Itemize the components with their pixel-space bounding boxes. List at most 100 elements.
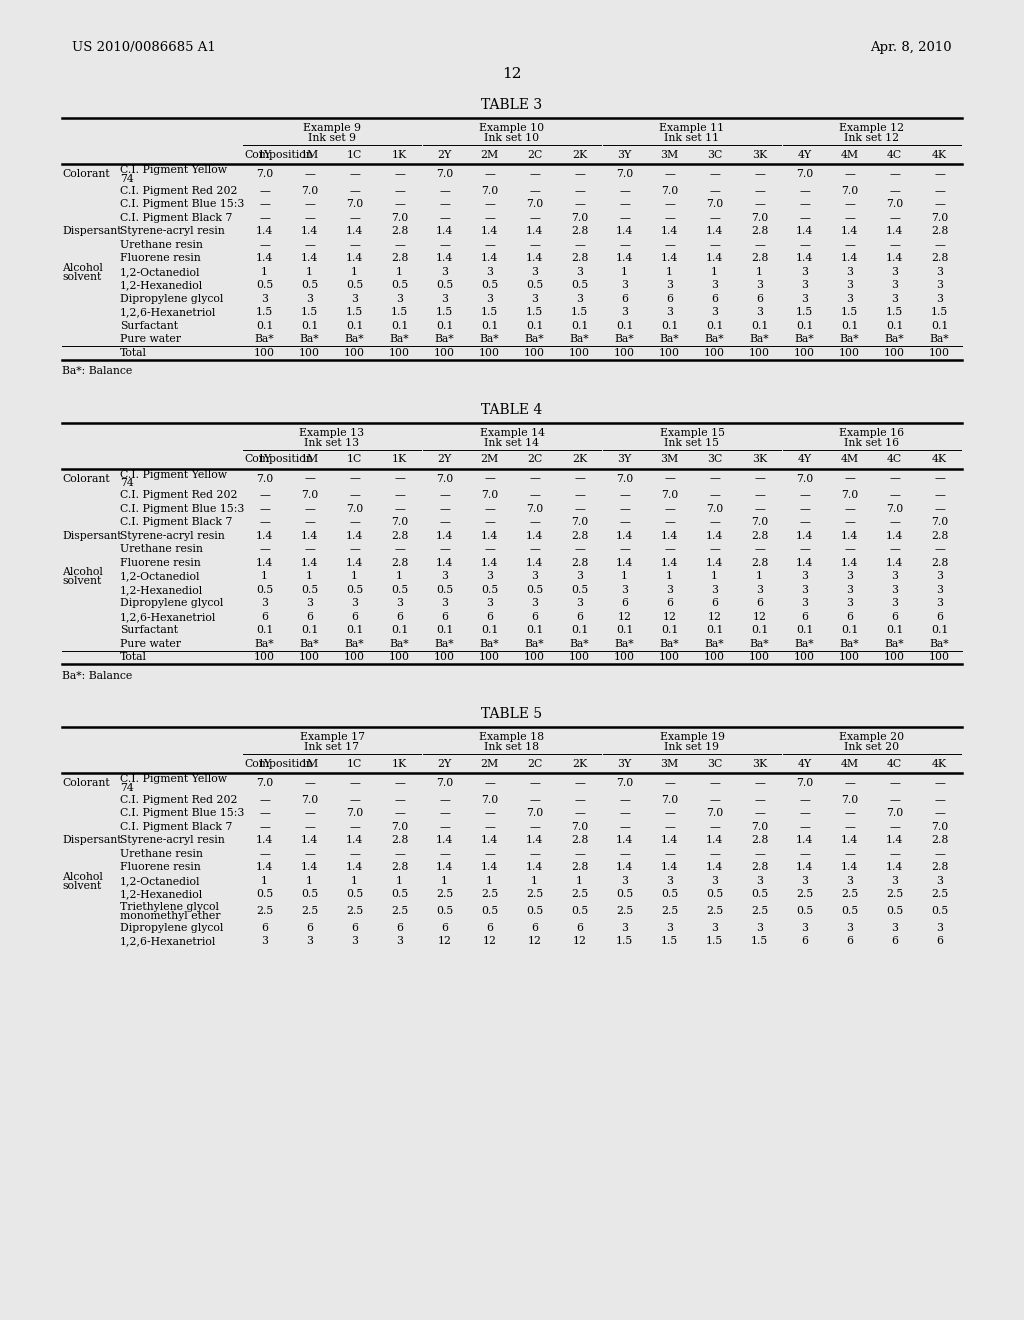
Text: 1.4: 1.4 — [615, 836, 633, 845]
Text: 1.4: 1.4 — [706, 558, 723, 568]
Text: 1C: 1C — [347, 454, 362, 465]
Text: —: — — [664, 240, 675, 249]
Text: —: — — [574, 777, 585, 788]
Text: —: — — [484, 240, 495, 249]
Text: —: — — [304, 808, 315, 818]
Text: 1.4: 1.4 — [346, 558, 364, 568]
Text: —: — — [934, 504, 945, 513]
Text: 3: 3 — [261, 598, 268, 609]
Text: 3K: 3K — [752, 454, 767, 465]
Text: 2.8: 2.8 — [391, 862, 409, 873]
Text: —: — — [799, 186, 810, 195]
Text: 3: 3 — [891, 875, 898, 886]
Text: —: — — [349, 186, 360, 195]
Text: 100: 100 — [794, 652, 815, 663]
Text: —: — — [439, 849, 450, 859]
Text: 2.8: 2.8 — [751, 253, 768, 263]
Text: 7.0: 7.0 — [706, 504, 723, 513]
Text: 7.0: 7.0 — [751, 213, 768, 223]
Text: 1.4: 1.4 — [481, 253, 498, 263]
Text: 3: 3 — [351, 936, 358, 946]
Text: TABLE 4: TABLE 4 — [481, 403, 543, 417]
Text: 2.8: 2.8 — [570, 531, 588, 541]
Text: 1.4: 1.4 — [256, 226, 273, 236]
Text: 1.4: 1.4 — [706, 862, 723, 873]
Text: Total: Total — [120, 652, 147, 663]
Text: —: — — [844, 169, 855, 180]
Text: 1.4: 1.4 — [481, 226, 498, 236]
Text: —: — — [349, 517, 360, 527]
Text: Ba*: Ba* — [750, 639, 769, 648]
Text: 3M: 3M — [660, 150, 679, 160]
Text: —: — — [889, 822, 900, 832]
Text: Styrene-acryl resin: Styrene-acryl resin — [120, 531, 224, 541]
Text: 1.4: 1.4 — [481, 558, 498, 568]
Text: 12: 12 — [437, 936, 452, 946]
Text: 1.4: 1.4 — [796, 862, 813, 873]
Text: 1.5: 1.5 — [660, 936, 678, 946]
Text: —: — — [259, 517, 270, 527]
Text: 1: 1 — [666, 267, 673, 277]
Text: 1.5: 1.5 — [886, 308, 903, 317]
Text: 7.0: 7.0 — [841, 186, 858, 195]
Text: 2.8: 2.8 — [931, 558, 948, 568]
Text: 1.4: 1.4 — [481, 531, 498, 541]
Text: —: — — [664, 504, 675, 513]
Text: 2.8: 2.8 — [931, 836, 948, 845]
Text: —: — — [574, 474, 585, 483]
Text: 3: 3 — [396, 936, 403, 946]
Text: 4C: 4C — [887, 150, 902, 160]
Text: 3: 3 — [621, 875, 628, 886]
Text: 3: 3 — [441, 267, 449, 277]
Text: —: — — [664, 822, 675, 832]
Text: Ink set 16: Ink set 16 — [845, 437, 899, 447]
Text: —: — — [889, 849, 900, 859]
Text: 6: 6 — [711, 294, 718, 304]
Text: 2.8: 2.8 — [391, 836, 409, 845]
Text: 1C: 1C — [347, 759, 362, 770]
Text: Ba*: Ba* — [795, 334, 814, 345]
Text: 3Y: 3Y — [617, 454, 632, 465]
Text: 3: 3 — [936, 267, 943, 277]
Text: 0.5: 0.5 — [256, 280, 273, 290]
Text: Ba*: Ba* — [479, 334, 500, 345]
Text: 3: 3 — [531, 572, 538, 581]
Text: 7.0: 7.0 — [886, 199, 903, 210]
Text: 7.0: 7.0 — [796, 777, 813, 788]
Text: 3: 3 — [486, 294, 493, 304]
Text: 1.4: 1.4 — [886, 862, 903, 873]
Text: Dipropylene glycol: Dipropylene glycol — [120, 923, 223, 933]
Text: 3: 3 — [441, 572, 449, 581]
Text: 1.4: 1.4 — [301, 558, 318, 568]
Text: 7.0: 7.0 — [931, 822, 948, 832]
Text: 6: 6 — [846, 936, 853, 946]
Text: 2.8: 2.8 — [570, 226, 588, 236]
Text: Ba*: Ba* — [659, 639, 679, 648]
Text: 100: 100 — [569, 652, 590, 663]
Text: 2K: 2K — [571, 759, 587, 770]
Text: 0.5: 0.5 — [391, 585, 409, 595]
Text: 0.5: 0.5 — [391, 890, 409, 899]
Text: 3: 3 — [575, 598, 583, 609]
Text: —: — — [529, 490, 540, 500]
Text: 1.4: 1.4 — [256, 558, 273, 568]
Text: 6: 6 — [531, 923, 538, 933]
Text: —: — — [844, 517, 855, 527]
Text: 3: 3 — [531, 598, 538, 609]
Text: —: — — [620, 490, 630, 500]
Text: 1.4: 1.4 — [660, 836, 678, 845]
Text: 7.0: 7.0 — [615, 777, 633, 788]
Text: 7.0: 7.0 — [751, 822, 768, 832]
Text: 0.5: 0.5 — [796, 906, 813, 916]
Text: —: — — [709, 795, 720, 805]
Text: —: — — [394, 169, 404, 180]
Text: 100: 100 — [705, 347, 725, 358]
Text: Dipropylene glycol: Dipropylene glycol — [120, 294, 223, 304]
Text: —: — — [394, 777, 404, 788]
Text: 3: 3 — [396, 598, 403, 609]
Text: 1: 1 — [396, 875, 403, 886]
Text: —: — — [620, 849, 630, 859]
Text: 6: 6 — [306, 611, 313, 622]
Text: 6: 6 — [575, 923, 583, 933]
Text: 3: 3 — [621, 585, 628, 595]
